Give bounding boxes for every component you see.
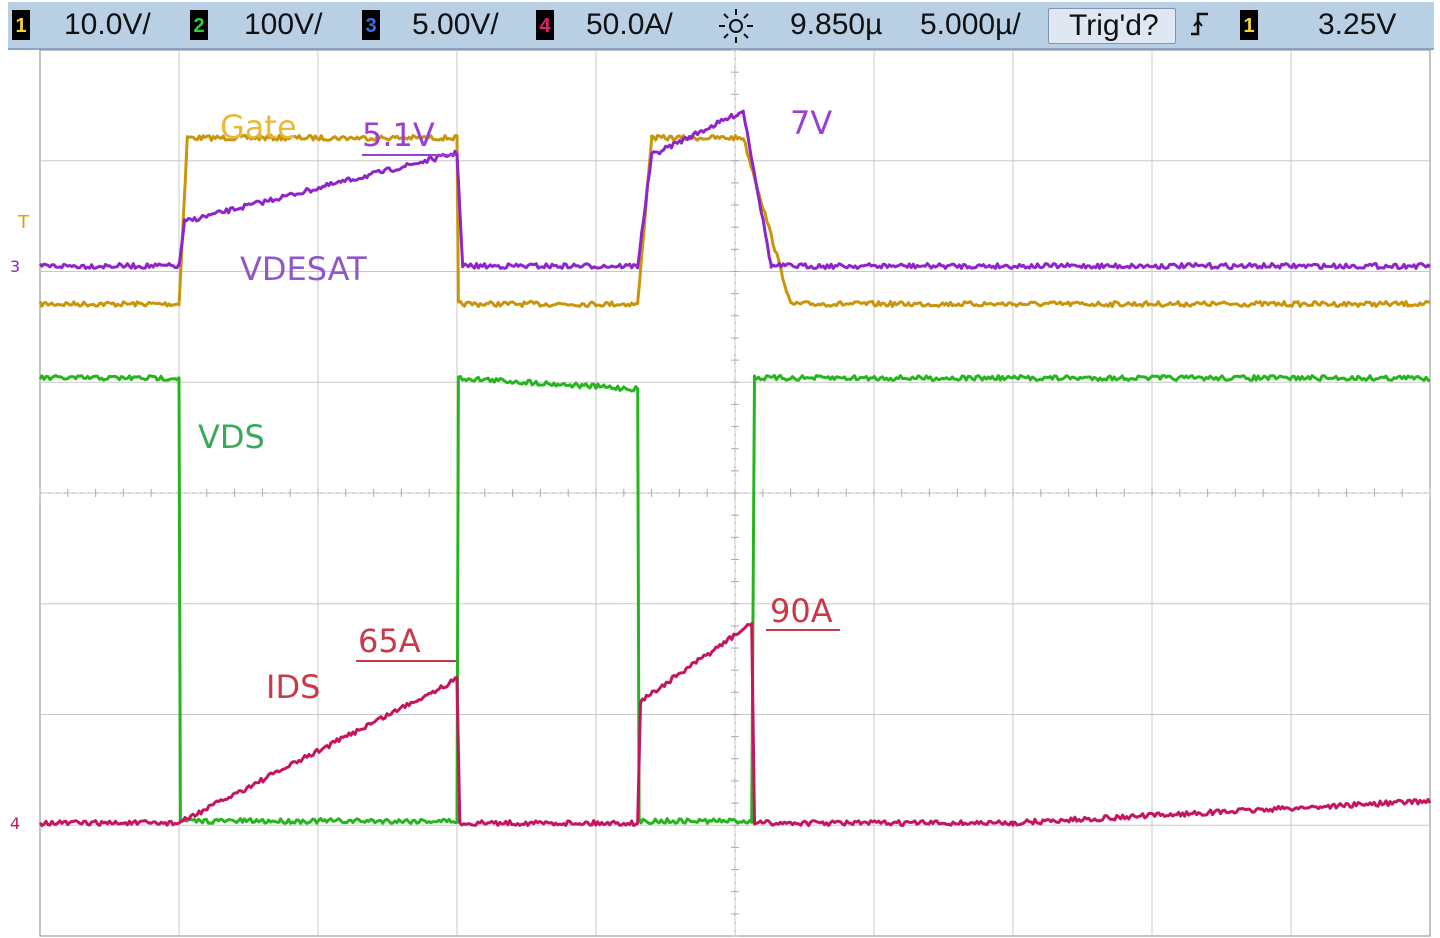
trigger-marker: T [17, 212, 30, 233]
ch2-scale[interactable]: 100V/ [244, 8, 323, 41]
ch1-scale[interactable]: 10.0V/ [64, 8, 151, 41]
ch4-marker: 4 [10, 814, 20, 833]
label-vdesat: VDESAT [240, 250, 367, 288]
time-position[interactable]: 9.850µ [790, 8, 883, 41]
trigger-source-badge[interactable]: 1 [1240, 10, 1258, 40]
trigger-level[interactable]: 3.25V [1318, 8, 1397, 41]
ch3-num: 3 [365, 15, 377, 37]
ch4-scale[interactable]: 50.0A/ [586, 8, 673, 41]
traces [38, 109, 1432, 827]
channel-4-badge[interactable]: 4 [536, 10, 554, 40]
label-7v: 7V [790, 104, 832, 142]
annotations: Gate 5.1V 7V VDESAT VDS IDS 65A 90A [198, 104, 840, 706]
label-90a: 90A [770, 592, 833, 630]
ch3-scale[interactable]: 5.00V/ [412, 8, 499, 41]
ch1-num: 1 [15, 15, 27, 37]
rising-edge-icon[interactable] [1188, 8, 1212, 54]
sun-icon[interactable] [716, 6, 756, 52]
time-scale[interactable]: 5.000µ/ [920, 8, 1021, 41]
channel-markers: T 3 4 [10, 212, 30, 833]
trace-ids [38, 622, 1432, 827]
trigger-status: Trig'd? [1069, 9, 1159, 42]
label-gate: Gate [220, 108, 297, 146]
trigger-status-box[interactable]: Trig'd? [1048, 8, 1176, 44]
trace-vdesat [38, 109, 1432, 270]
channel-3-badge[interactable]: 3 [362, 10, 380, 40]
channel-2-badge[interactable]: 2 [190, 10, 208, 40]
label-vds: VDS [198, 418, 265, 456]
ch3-marker: 3 [10, 257, 20, 276]
ch2-num: 2 [193, 15, 205, 37]
label-5-1v: 5.1V [362, 116, 435, 154]
graticule [39, 49, 1431, 937]
status-bar: 1 10.0V/ 2 100V/ 3 5.00V/ 4 50.0A/ 9.850… [8, 2, 1434, 50]
channel-1-badge[interactable]: 1 [12, 10, 30, 40]
trigger-source: 1 [1243, 15, 1255, 37]
label-65a: 65A [358, 622, 421, 660]
trace-vds [38, 374, 1431, 825]
label-ids: IDS [266, 668, 320, 706]
ch4-num: 4 [539, 15, 551, 37]
trace-gate [38, 133, 1431, 308]
